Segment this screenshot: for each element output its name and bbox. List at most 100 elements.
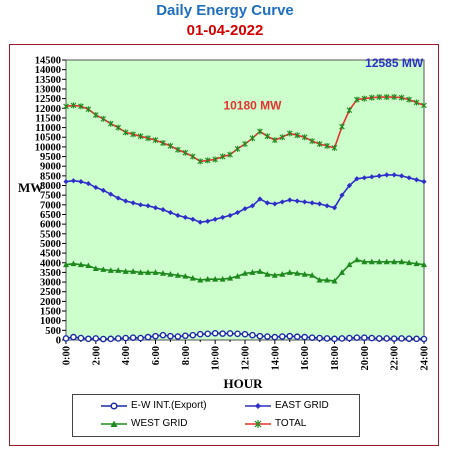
- legend-label-west: WEST GRID: [131, 418, 188, 429]
- data-point: [220, 214, 226, 220]
- data-point: [197, 276, 204, 283]
- data-point: [167, 209, 174, 216]
- data-point: [234, 145, 241, 152]
- data-point: [189, 331, 197, 339]
- y-tick-label: 11000: [35, 123, 61, 134]
- data-point: [384, 172, 390, 178]
- y-tick-label: 8500: [40, 171, 61, 182]
- data-point: [137, 334, 144, 342]
- data-point: [234, 273, 241, 279]
- y-tick-label: 4000: [40, 258, 61, 269]
- data-point: [421, 102, 427, 109]
- data-point: [115, 195, 121, 201]
- data-point: [383, 335, 391, 342]
- data-point: [219, 275, 226, 282]
- y-tick-label: 7000: [40, 200, 61, 211]
- x-tick-label: 4:00: [121, 346, 132, 365]
- data-point: [174, 333, 182, 340]
- data-point: [234, 330, 241, 338]
- y-axis-label: MW: [18, 180, 43, 195]
- y-tick-label: 13500: [35, 75, 61, 86]
- data-point: [100, 115, 107, 122]
- legend-label-east: EAST GRID: [275, 400, 329, 411]
- data-point: [375, 335, 383, 342]
- data-point: [174, 272, 181, 278]
- data-point: [316, 334, 323, 342]
- data-point: [316, 201, 323, 207]
- data-point: [145, 203, 151, 209]
- data-point: [353, 256, 360, 263]
- x-tick-label: 0:00: [62, 346, 73, 365]
- data-point: [338, 335, 346, 342]
- data-point: [316, 276, 323, 283]
- y-tick-label: 12000: [35, 104, 61, 115]
- y-tick-label: 500: [45, 326, 61, 337]
- data-point: [361, 258, 368, 265]
- data-point: [137, 269, 144, 275]
- x-tick-label: 14:00: [270, 346, 281, 371]
- data-point: [204, 157, 211, 164]
- data-point: [369, 174, 375, 180]
- data-point: [264, 200, 270, 206]
- data-point: [160, 140, 166, 147]
- data-point: [115, 267, 122, 273]
- data-point: [242, 270, 248, 276]
- data-point: [331, 205, 338, 211]
- data-point: [271, 272, 278, 278]
- data-point: [413, 99, 420, 106]
- x-tick-label: 8:00: [181, 346, 192, 365]
- data-point: [398, 335, 405, 342]
- y-tick-label: 0: [56, 336, 61, 347]
- y-tick-label: 3000: [40, 278, 61, 289]
- data-point: [368, 258, 375, 265]
- data-point: [272, 137, 278, 144]
- data-point: [167, 142, 174, 149]
- data-point: [100, 266, 107, 272]
- data-point: [287, 197, 293, 203]
- data-point: [256, 268, 263, 274]
- data-point: [152, 269, 159, 275]
- data-point: [85, 180, 91, 187]
- x-tick-label: 20:00: [360, 346, 371, 371]
- data-point: [331, 277, 338, 284]
- data-point: [152, 137, 159, 144]
- data-point: [182, 149, 189, 156]
- y-tick-label: 8000: [40, 181, 61, 192]
- data-point: [278, 333, 286, 340]
- data-point: [212, 156, 218, 163]
- data-point: [137, 202, 144, 208]
- data-point: [338, 269, 345, 275]
- x-tick-label: 2:00: [91, 346, 102, 365]
- data-point: [108, 191, 114, 197]
- data-point: [130, 200, 136, 206]
- data-point: [122, 268, 129, 274]
- data-point: [376, 173, 382, 179]
- data-point: [286, 130, 293, 137]
- data-point: [242, 206, 248, 212]
- y-tick-label: 9000: [40, 162, 61, 173]
- data-point: [249, 331, 256, 339]
- data-point: [346, 334, 353, 342]
- x-tick-label: 6:00: [151, 346, 162, 365]
- data-point: [331, 144, 338, 151]
- y-tick-label: 1000: [40, 316, 61, 327]
- data-point: [241, 330, 249, 338]
- data-point: [152, 205, 159, 211]
- data-point: [99, 335, 107, 343]
- data-point: [175, 212, 181, 219]
- data-point: [85, 262, 92, 269]
- data-point: [420, 335, 428, 343]
- data-point: [376, 94, 383, 101]
- data-point: [398, 258, 405, 265]
- data-point: [219, 330, 226, 337]
- data-point: [93, 184, 99, 191]
- legend-swatch-ew: [101, 401, 127, 410]
- chart-title: Daily Energy Curve: [156, 2, 294, 19]
- data-point: [92, 335, 100, 342]
- data-point: [70, 260, 77, 267]
- data-point: [77, 334, 85, 342]
- data-point: [361, 95, 368, 102]
- data-point: [242, 141, 248, 147]
- data-point: [294, 270, 301, 276]
- data-point: [324, 203, 330, 209]
